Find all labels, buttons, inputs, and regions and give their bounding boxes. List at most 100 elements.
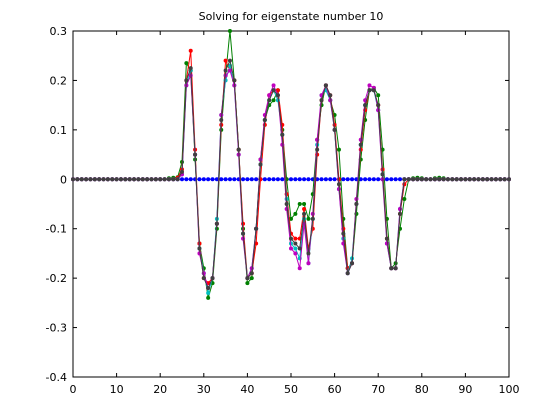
data-point [258,162,263,167]
x-tick-label: 60 [328,383,342,396]
data-point [254,226,259,231]
data-point [424,177,429,182]
data-point [302,211,307,216]
data-point [502,177,507,182]
data-point [284,202,289,206]
data-point [293,241,298,246]
data-point [153,177,158,182]
data-point [336,182,341,187]
data-point [393,177,398,182]
data-point [201,276,206,281]
data-point [293,177,298,182]
data-point [384,177,389,182]
data-point [193,152,198,157]
data-point [249,177,254,182]
data-point [376,93,381,98]
y-tick-label: -0.2 [46,272,67,285]
data-point [206,286,211,291]
data-point [297,266,302,271]
data-point [489,177,494,182]
data-point [79,177,84,182]
data-point [145,177,150,182]
data-point [328,93,333,98]
data-point [166,177,171,182]
data-point [275,93,280,98]
data-point [184,177,189,182]
data-point [88,177,93,182]
data-point [219,117,224,122]
data-point [227,177,232,182]
data-point [210,177,215,182]
data-point [241,231,246,236]
series-6 [71,58,511,291]
data-point [367,177,372,182]
data-point [358,177,363,182]
data-point [140,177,145,182]
data-point [485,177,490,182]
data-point [136,177,141,182]
data-point [402,177,407,182]
data-point [197,246,202,251]
data-point [289,216,293,221]
x-tick-label: 40 [240,383,254,396]
data-point [280,142,285,147]
data-point [306,251,311,256]
x-tick-label: 30 [197,383,211,396]
data-point [493,177,498,182]
x-tick-label: 0 [70,383,77,396]
data-point [101,177,106,182]
data-point [371,88,376,93]
data-point [206,290,211,295]
plot-frame [72,30,510,378]
data-point [132,177,137,182]
data-point [123,177,128,182]
data-point [267,177,272,182]
data-point [188,177,193,182]
data-point [149,177,154,182]
data-point [280,177,285,182]
axes: 0 10 20 30 40 50 60 70 80 90 100 -0.4 -0.3 -0.2 -0.1 0 0… [46,25,520,396]
data-point [345,271,350,276]
data-point [227,68,232,73]
data-point [188,66,193,71]
data-point [210,276,215,281]
data-point [467,177,472,182]
data-point [271,98,276,103]
chart-title: Solving for eigenstate number 10 [199,10,384,23]
data-point [262,177,267,182]
data-point [480,177,485,182]
data-point [406,177,411,182]
data-point [415,177,420,182]
data-point [450,177,455,182]
data-point [441,177,446,182]
data-point [402,197,407,202]
data-point [223,68,228,73]
data-point [175,177,180,182]
data-point [206,295,211,300]
data-point [315,147,320,152]
data-point [376,177,381,182]
data-point [271,177,276,182]
data-point [507,177,511,182]
data-point [293,246,298,251]
data-point [245,276,250,281]
data-point [262,117,267,122]
data-point [254,177,259,182]
y-tick-label: -0.4 [46,371,67,384]
data-point [184,78,189,83]
data-point [227,29,232,33]
x-tick-label: 80 [415,383,429,396]
data-point [236,147,241,152]
data-point [293,251,298,256]
data-point [445,177,450,182]
data-point [267,93,272,98]
data-point [197,177,202,182]
data-point [97,177,102,182]
data-point [323,83,328,88]
data-point [127,177,132,182]
data-point [384,236,389,241]
data-point [419,177,424,182]
data-point [105,177,110,182]
data-point [302,202,307,206]
data-point [293,236,298,241]
